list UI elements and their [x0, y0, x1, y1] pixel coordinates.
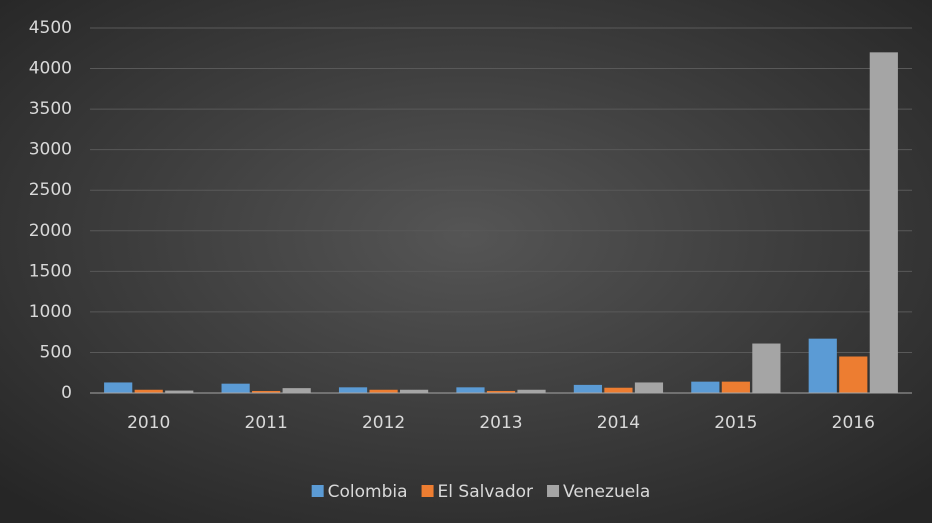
bar	[721, 381, 750, 393]
bar	[252, 390, 281, 393]
bar	[752, 343, 781, 393]
legend-label: Venezuela	[563, 482, 650, 502]
bar	[634, 382, 664, 393]
y-tick-label: 4500	[29, 18, 72, 38]
bar	[165, 390, 194, 393]
y-tick-label: 3500	[29, 99, 72, 119]
bar	[604, 387, 633, 393]
y-tick-label: 1000	[29, 302, 72, 322]
y-tick-label: 1500	[29, 261, 72, 281]
bar	[691, 381, 720, 393]
bar	[808, 338, 837, 393]
bar	[369, 389, 398, 393]
x-tick-label: 2015	[714, 413, 757, 433]
bar	[338, 387, 368, 393]
y-tick-label: 0	[61, 383, 72, 403]
y-tick-label: 2000	[29, 221, 72, 241]
bar	[104, 382, 133, 393]
y-tick-label: 2500	[29, 180, 72, 200]
legend-swatch	[547, 485, 560, 497]
x-tick-label: 2014	[597, 413, 640, 433]
bar	[221, 383, 250, 393]
x-tick-label: 2011	[245, 413, 288, 433]
bar	[400, 389, 429, 393]
y-tick-label: 500	[40, 342, 72, 362]
x-tick-label: 2013	[479, 413, 522, 433]
y-tick-label: 3000	[29, 140, 72, 160]
bar	[134, 389, 163, 393]
legend-label: El Salvador	[438, 482, 533, 502]
x-tick-label: 2012	[362, 413, 405, 433]
bar	[456, 387, 485, 393]
bar	[869, 52, 898, 393]
x-tick-label: 2010	[127, 413, 170, 433]
bar	[486, 390, 516, 393]
bar	[573, 384, 602, 393]
bar	[517, 389, 546, 393]
bar	[839, 356, 868, 393]
bar	[282, 388, 311, 393]
legend-swatch	[311, 485, 324, 497]
y-tick-label: 4000	[29, 59, 72, 79]
legend-swatch	[421, 485, 434, 497]
x-tick-label: 2016	[832, 413, 875, 433]
legend-label: Colombia	[328, 482, 408, 502]
